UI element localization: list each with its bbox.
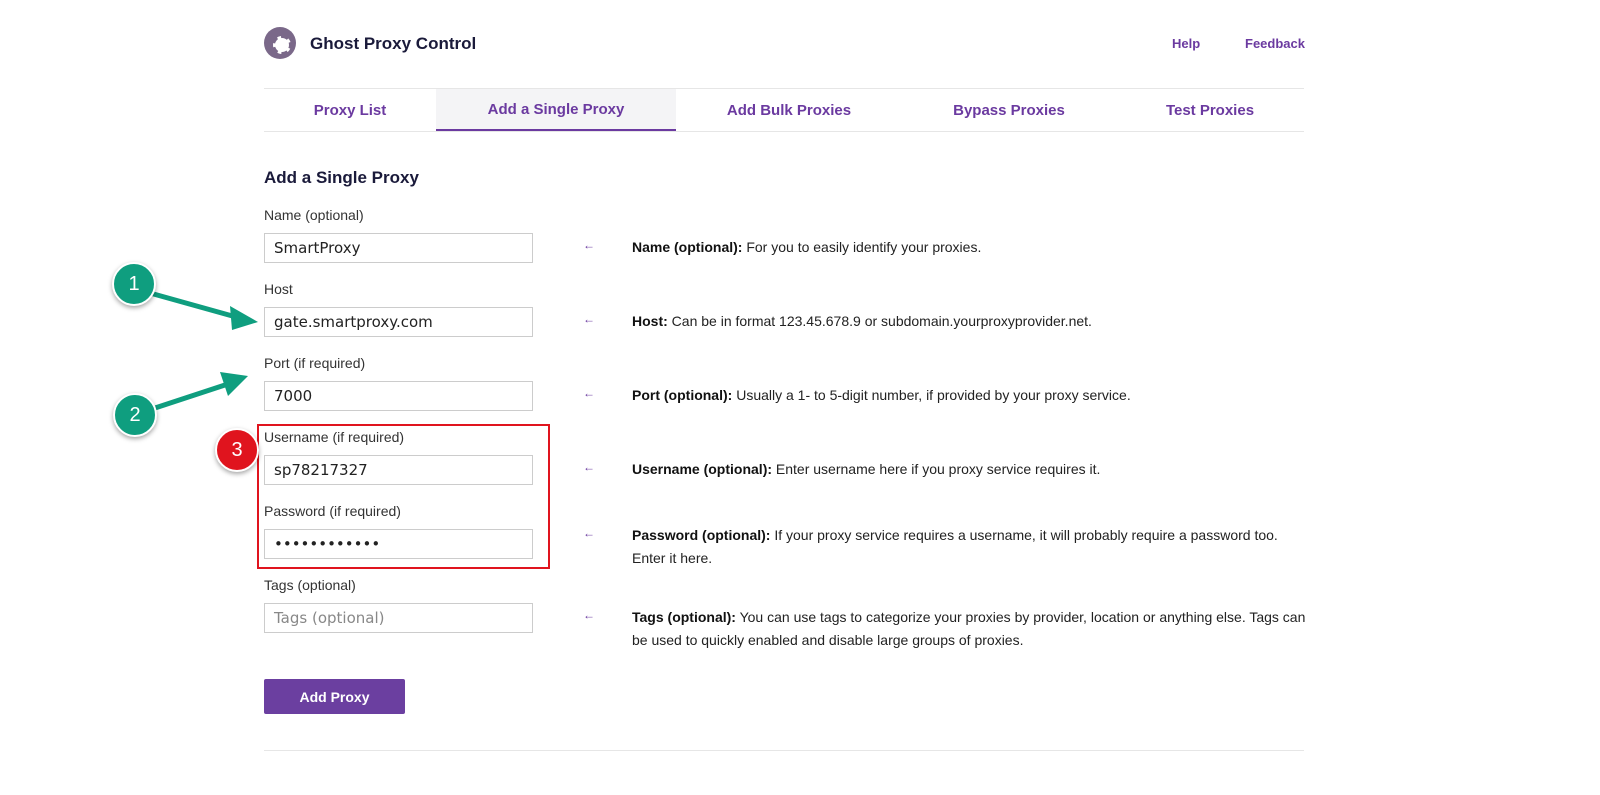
tab-bypass-proxies[interactable]: Bypass Proxies <box>953 101 1065 119</box>
page-heading: Add a Single Proxy <box>264 168 419 187</box>
badge-1: 1 <box>112 262 156 306</box>
username-input[interactable]: sp78217327 <box>264 455 533 485</box>
tags-hint-text: You can use tags to categorize your prox… <box>632 609 1306 648</box>
tags-label: Tags (optional) <box>264 577 356 593</box>
host-hint-text: Can be in format 123.45.678.9 or subdoma… <box>667 313 1092 329</box>
divider <box>264 750 1304 751</box>
tab-proxy-list[interactable]: Proxy List <box>313 101 387 119</box>
arrow-1-shaft <box>149 290 237 320</box>
port-input[interactable]: 7000 <box>264 381 533 411</box>
badge-2: 2 <box>113 393 157 437</box>
username-label: Username (if required) <box>264 429 405 445</box>
left-arrow-icon: ← <box>583 526 595 540</box>
feedback-link[interactable]: Feedback <box>1245 36 1305 51</box>
port-label: Port (if required) <box>264 355 366 371</box>
left-arrow-icon: ← <box>583 238 595 252</box>
left-arrow-icon: ← <box>583 608 595 622</box>
tags-hint-title: Tags (optional): <box>632 609 736 625</box>
name-input[interactable]: SmartProxy <box>264 233 533 263</box>
tab-bar: Proxy List Add a Single Proxy Add Bulk P… <box>264 88 1304 132</box>
name-hint: Name (optional): For you to easily ident… <box>632 236 1312 259</box>
annotation-arrows <box>149 290 258 411</box>
password-hint-title: Password (optional): <box>632 527 771 543</box>
tags-hint: Tags (optional): You can use tags to cat… <box>632 606 1312 652</box>
name-label: Name (optional) <box>264 207 364 223</box>
arrow-2-shaft <box>154 381 229 411</box>
host-hint-title: Host: <box>632 313 668 329</box>
host-input[interactable]: gate.smartproxy.com <box>264 307 533 337</box>
badge-3: 3 <box>215 428 259 472</box>
password-hint: Password (optional): If your proxy servi… <box>632 524 1312 570</box>
username-hint: Username (optional): Enter username here… <box>632 458 1312 481</box>
left-arrow-icon: ← <box>583 386 595 400</box>
tab-test-proxies[interactable]: Test Proxies <box>1165 101 1255 119</box>
left-arrow-icon: ← <box>583 460 595 474</box>
port-hint: Port (optional): Usually a 1- to 5-digit… <box>632 384 1312 407</box>
username-hint-text: Enter username here if you proxy service… <box>772 461 1101 477</box>
tags-input[interactable]: Tags (optional) <box>264 603 533 633</box>
tab-add-bulk-proxies[interactable]: Add Bulk Proxies <box>726 101 852 119</box>
password-hint-text: If your proxy service requires a usernam… <box>632 527 1278 566</box>
app-title: Ghost Proxy Control <box>310 34 477 53</box>
host-label: Host <box>264 281 293 297</box>
host-hint: Host: Can be in format 123.45.678.9 or s… <box>632 310 1312 333</box>
name-hint-title: Name (optional): <box>632 239 743 255</box>
port-hint-title: Port (optional): <box>632 387 733 403</box>
tab-add-single-proxy[interactable]: Add a Single Proxy <box>436 89 676 131</box>
name-hint-text: For you to easily identify your proxies. <box>742 239 982 255</box>
arrow-2-head <box>220 372 248 396</box>
add-proxy-button[interactable]: Add Proxy <box>264 679 405 714</box>
left-arrow-icon: ← <box>583 312 595 326</box>
highlight-box <box>257 424 550 569</box>
help-link[interactable]: Help <box>1172 36 1201 51</box>
username-hint-title: Username (optional): <box>632 461 773 477</box>
password-label: Password (if required) <box>264 503 401 519</box>
password-input[interactable]: •••••••••••• <box>264 529 533 559</box>
port-hint-text: Usually a 1- to 5-digit number, if provi… <box>732 387 1131 403</box>
ghost-logo-icon <box>264 27 296 59</box>
arrow-1-head <box>230 306 258 330</box>
